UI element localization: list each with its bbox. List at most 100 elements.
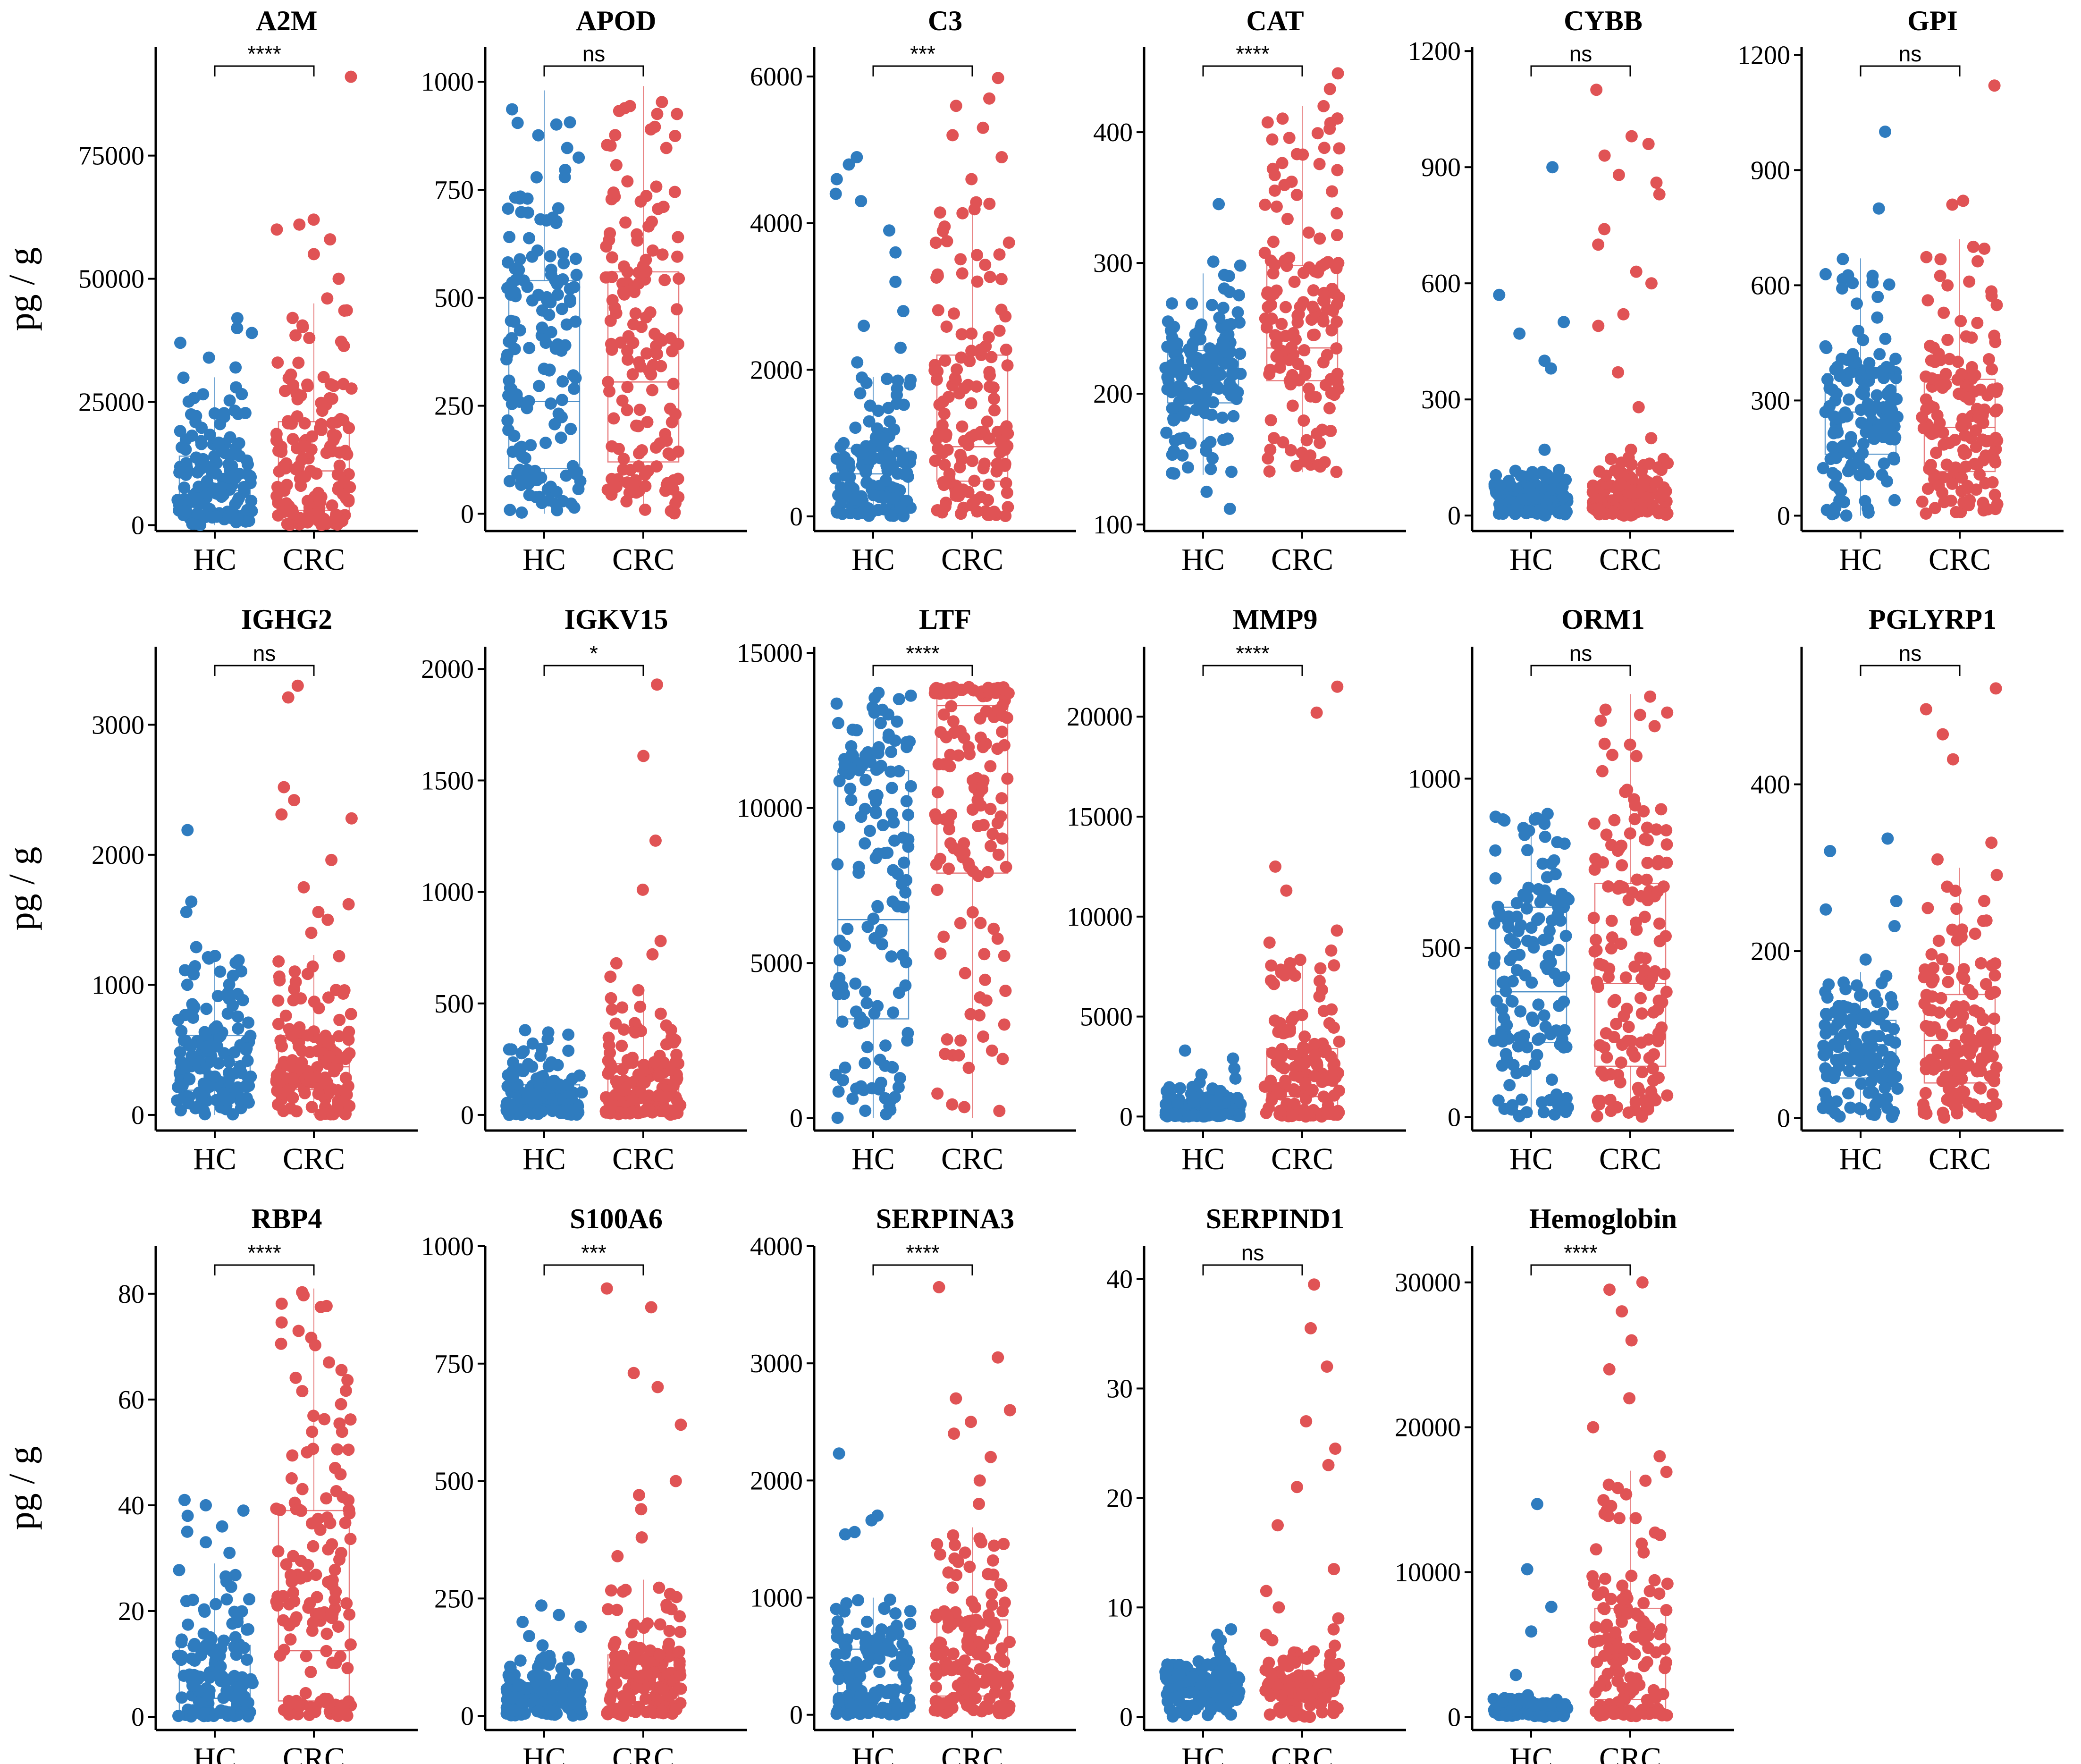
data-point (1278, 178, 1291, 191)
data-point (329, 511, 342, 524)
data-point (1318, 456, 1331, 469)
data-point (943, 862, 955, 875)
y-tick-label: 0 (461, 499, 474, 529)
data-point (1833, 1110, 1846, 1123)
data-point (1298, 455, 1311, 468)
data-point (296, 321, 309, 333)
data-point (1323, 1107, 1336, 1120)
data-point (305, 1517, 318, 1530)
data-point (1260, 1106, 1272, 1119)
data-point (654, 1007, 667, 1020)
data-point (1170, 1109, 1182, 1122)
y-tick-label: 500 (434, 989, 474, 1019)
data-point (1880, 361, 1893, 373)
y-tick-label: 40 (1106, 1265, 1133, 1294)
data-point (1658, 968, 1671, 980)
data-point (639, 1692, 652, 1705)
data-point (649, 120, 661, 133)
data-point (639, 468, 651, 481)
data-point (963, 1561, 976, 1573)
data-point (626, 368, 639, 380)
data-point (564, 116, 576, 129)
data-point (306, 1426, 319, 1438)
data-point (640, 311, 653, 324)
data-point (1588, 817, 1601, 830)
data-point (1626, 458, 1638, 471)
data-point (218, 1634, 230, 1647)
data-point (1857, 438, 1870, 450)
data-point (1642, 138, 1655, 150)
data-point (1608, 814, 1621, 827)
data-point (1888, 920, 1901, 932)
data-point (568, 382, 581, 395)
data-point (1298, 1030, 1311, 1043)
data-point (1615, 937, 1627, 950)
data-point (1599, 703, 1612, 716)
data-point (1001, 772, 1014, 785)
data-point (1160, 426, 1173, 439)
data-point (898, 468, 910, 481)
data-point (982, 494, 994, 506)
data-point (1873, 348, 1886, 361)
data-point (1990, 386, 2003, 398)
data-point (1331, 229, 1343, 241)
data-point (670, 1703, 682, 1716)
data-point (1598, 737, 1611, 750)
y-tick-label: 300 (1421, 385, 1461, 414)
data-point (344, 1638, 357, 1651)
x-tick-label: HC (522, 1142, 566, 1176)
data-point (1947, 1053, 1960, 1066)
data-point (858, 320, 870, 332)
data-point (297, 881, 310, 894)
data-point (271, 481, 284, 493)
data-point (1939, 1070, 1952, 1083)
data-point (1556, 481, 1569, 493)
data-point (217, 489, 230, 501)
data-point (1523, 481, 1536, 494)
data-point (293, 1040, 305, 1053)
data-point (1550, 1088, 1563, 1101)
data-point (315, 397, 328, 409)
data-point (880, 432, 892, 445)
data-point (1889, 353, 1902, 365)
data-point (195, 435, 208, 447)
data-point (1844, 1101, 1857, 1114)
data-point (1647, 1074, 1660, 1087)
data-point (954, 917, 967, 929)
data-point (952, 1679, 964, 1692)
data-point (220, 1094, 233, 1106)
data-point (284, 1633, 297, 1646)
data-point (314, 1108, 327, 1121)
data-point (202, 1689, 215, 1702)
data-point (834, 954, 846, 967)
data-point (272, 1018, 285, 1030)
data-point (230, 381, 242, 394)
data-point (976, 783, 988, 795)
data-point (1958, 447, 1971, 460)
y-tick-label: 50000 (78, 265, 144, 294)
data-point (971, 275, 984, 288)
data-point (187, 1012, 200, 1024)
data-point (1986, 959, 1998, 972)
data-point (930, 1668, 943, 1681)
data-point (325, 853, 338, 866)
significance-bracket (214, 665, 315, 676)
data-point (667, 378, 680, 390)
data-point (1280, 301, 1292, 313)
y-tick-label: 1000 (92, 971, 144, 1000)
data-point (189, 960, 202, 972)
data-point (889, 734, 901, 747)
data-point (626, 1056, 639, 1069)
data-point (633, 356, 645, 369)
data-point (1837, 273, 1849, 286)
data-point (1559, 505, 1572, 517)
data-point (1634, 709, 1646, 721)
data-point (1601, 1051, 1613, 1064)
data-point (832, 717, 844, 729)
data-point (1978, 242, 1991, 255)
y-tick-label: 2000 (92, 841, 144, 870)
data-point (995, 273, 1008, 286)
data-point (978, 1676, 991, 1689)
